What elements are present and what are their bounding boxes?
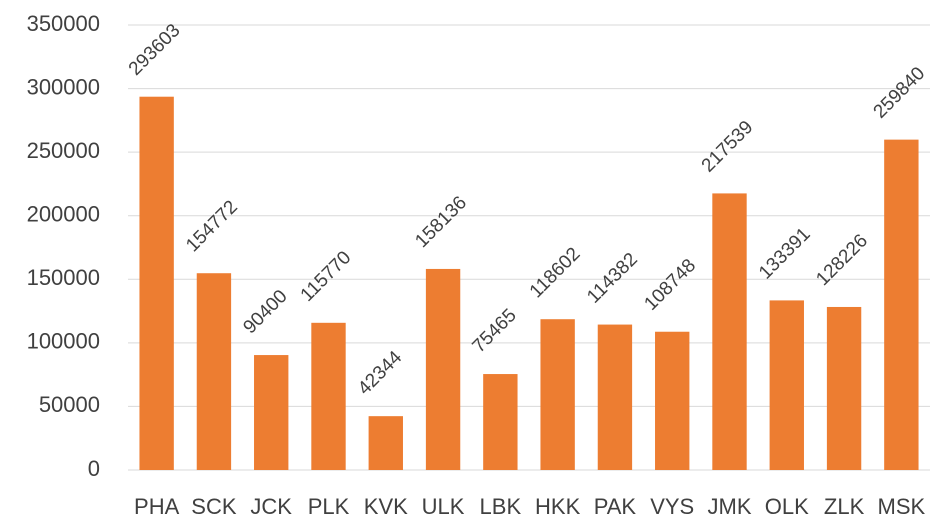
x-tick-label: PHA xyxy=(134,494,180,519)
data-label: 75465 xyxy=(469,305,521,357)
y-tick-label: 100000 xyxy=(27,329,100,354)
data-label: 293603 xyxy=(125,20,185,80)
bar xyxy=(769,300,804,470)
data-label: 90400 xyxy=(239,286,291,338)
data-label: 154772 xyxy=(182,197,242,257)
y-tick-label: 350000 xyxy=(27,11,100,36)
y-tick-label: 150000 xyxy=(27,265,100,290)
x-tick-label: SCK xyxy=(191,494,237,519)
y-tick-label: 250000 xyxy=(27,138,100,163)
data-label: 259840 xyxy=(870,63,930,123)
x-tick-label: OLK xyxy=(765,494,809,519)
data-label: 42344 xyxy=(354,347,407,400)
data-label: 217539 xyxy=(698,117,758,177)
data-label: 133391 xyxy=(755,224,815,284)
x-tick-label: MSK xyxy=(878,494,926,519)
x-tick-label: VYS xyxy=(650,494,694,519)
data-label: 118602 xyxy=(526,244,585,303)
x-tick-label: JCK xyxy=(250,494,292,519)
data-label: 128226 xyxy=(812,230,872,290)
y-tick-label: 300000 xyxy=(27,74,100,99)
data-label: 115770 xyxy=(297,247,356,306)
x-tick-label: KVK xyxy=(364,494,408,519)
bar xyxy=(196,273,232,470)
y-tick-label: 200000 xyxy=(27,202,100,227)
y-tick-label: 0 xyxy=(88,456,100,481)
bar xyxy=(597,324,633,470)
y-tick-label: 50000 xyxy=(39,392,100,417)
bar xyxy=(655,331,690,470)
x-tick-label: PAK xyxy=(594,494,637,519)
x-tick-label: ZLK xyxy=(824,494,865,519)
bar xyxy=(425,268,461,470)
bar xyxy=(826,306,862,470)
bar xyxy=(540,319,575,470)
bar xyxy=(884,139,919,470)
bar xyxy=(254,355,289,470)
bar xyxy=(368,416,403,470)
x-tick-label: HKK xyxy=(535,494,581,519)
data-label: 108748 xyxy=(640,255,700,315)
bar xyxy=(311,322,346,470)
x-tick-label: JMK xyxy=(708,494,752,519)
x-tick-label: PLK xyxy=(308,494,350,519)
x-tick-label: ULK xyxy=(422,494,465,519)
bar xyxy=(139,96,174,470)
data-label: 158136 xyxy=(411,192,471,252)
x-tick-label: LBK xyxy=(480,494,522,519)
bar xyxy=(483,374,518,470)
data-label: 114382 xyxy=(583,249,642,308)
bar xyxy=(712,193,747,470)
